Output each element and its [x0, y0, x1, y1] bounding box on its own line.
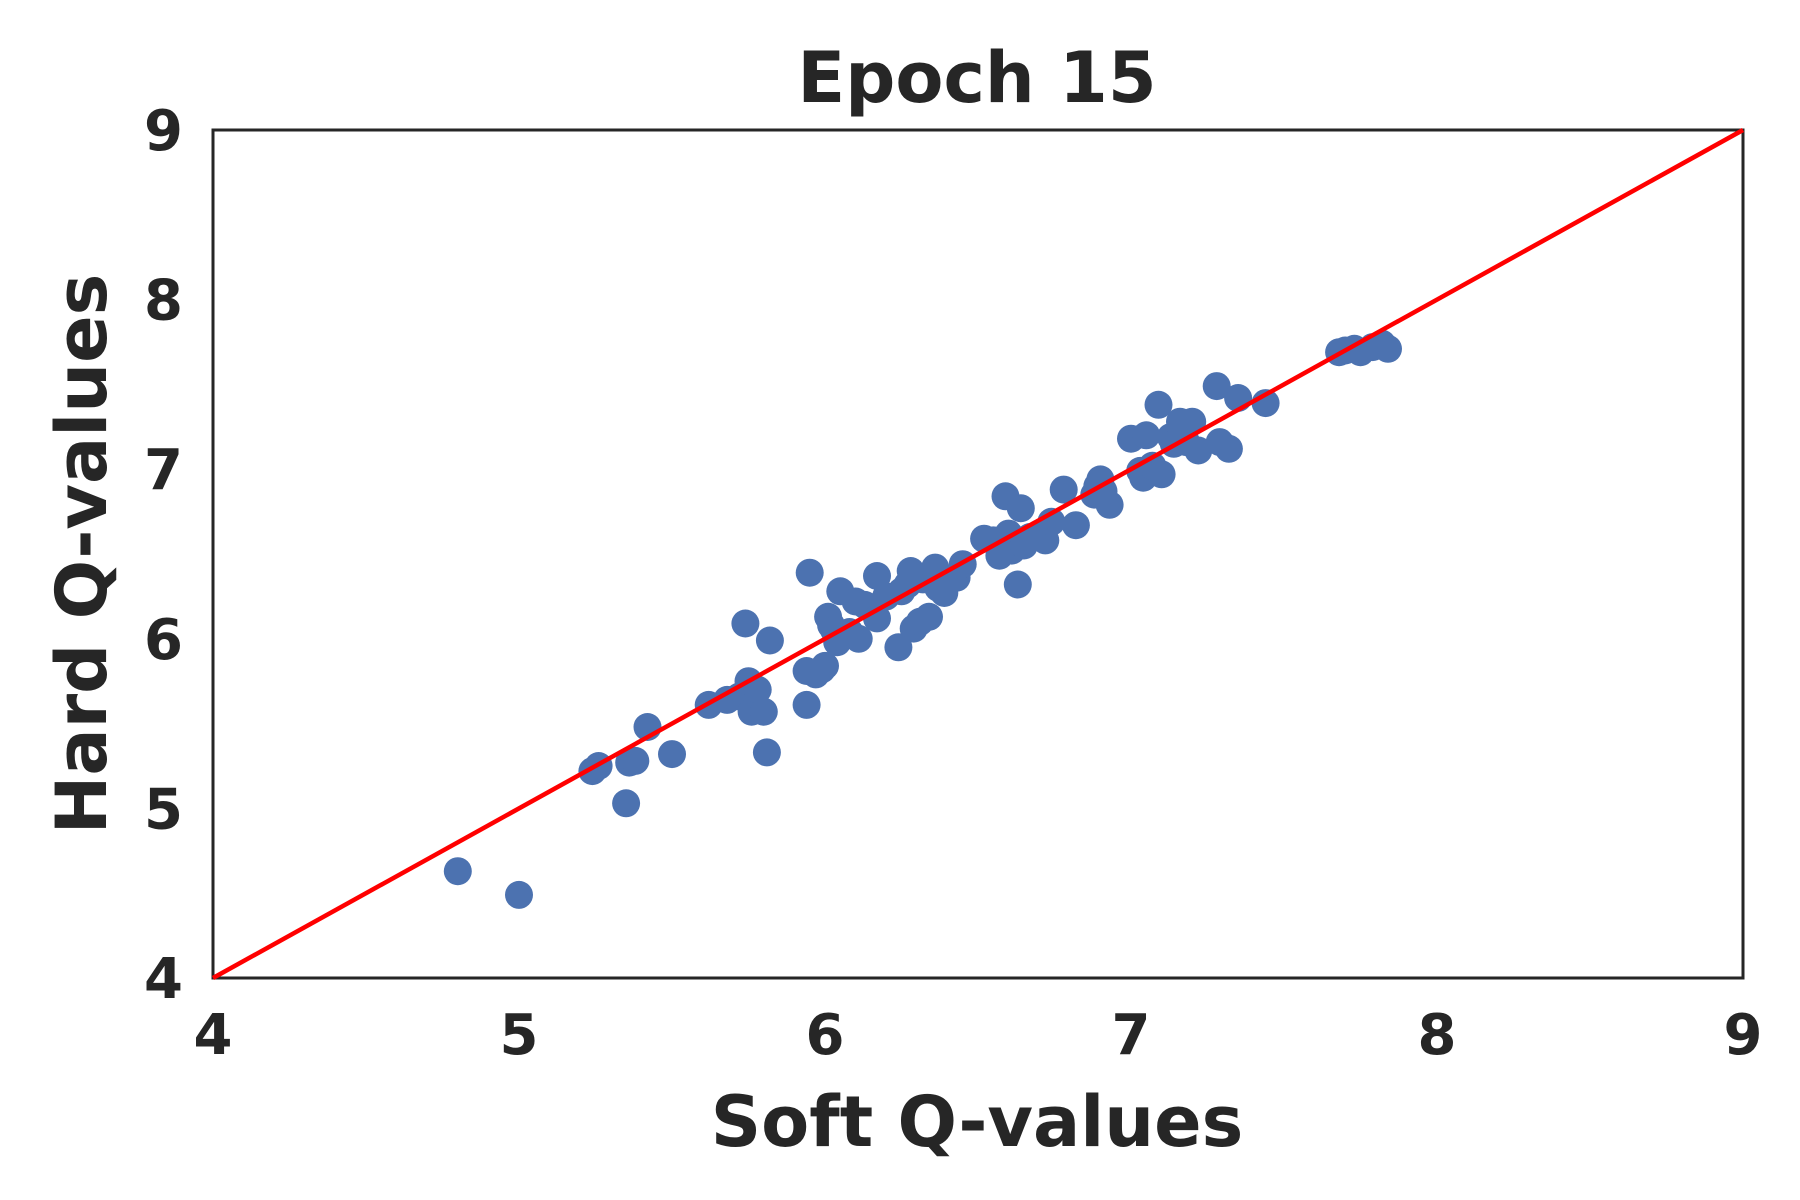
x-tick-label: 5: [500, 1003, 539, 1068]
x-tick-label: 9: [1724, 1003, 1763, 1068]
x-tick-label: 8: [1418, 1003, 1457, 1068]
y-tick-label: 5: [144, 777, 183, 842]
y-tick-label: 6: [144, 608, 183, 673]
data-point-15: [743, 675, 772, 704]
reference-line: [211, 128, 1745, 980]
y-tick-label: 8: [144, 269, 183, 334]
data-point-84: [1184, 436, 1213, 465]
x-tick-label: 7: [1112, 1003, 1151, 1068]
data-point-59: [1006, 494, 1035, 523]
y-tick-label: 4: [144, 947, 183, 1012]
x-axis-ticks: 4 5 6 7 8 9: [194, 1003, 1763, 1068]
data-point-21: [795, 558, 824, 587]
x-tick-label: 4: [194, 1003, 233, 1068]
data-point-32: [844, 624, 873, 653]
data-point-24: [811, 651, 839, 680]
data-point-38: [884, 633, 913, 662]
data-point-4: [612, 789, 641, 818]
data-point-0: [443, 857, 472, 886]
data-point-66: [1061, 511, 1090, 540]
data-point-16: [749, 697, 778, 726]
data-point-58: [1003, 570, 1032, 599]
y-tick-label: 9: [144, 99, 183, 164]
data-point-65: [1049, 475, 1078, 504]
x-tick-label: 6: [806, 1003, 845, 1068]
data-point-83: [1178, 407, 1207, 436]
y-tick-label: 7: [144, 438, 183, 503]
data-point-8: [658, 740, 686, 769]
data-point-87: [1214, 434, 1243, 463]
data-point-75: [1132, 421, 1161, 450]
data-point-12: [731, 609, 760, 638]
data-point-78: [1147, 460, 1176, 489]
data-point-6: [621, 746, 650, 775]
data-point-18: [755, 626, 784, 655]
data-point-19: [792, 690, 821, 719]
chart-title: Epoch 15: [797, 37, 1156, 119]
data-point-17: [752, 738, 781, 767]
y-axis-ticks: 4 5 6 7 8 9: [144, 99, 183, 1012]
data-point-85: [1202, 372, 1231, 401]
data-point-96: [1374, 334, 1402, 363]
data-point-45: [915, 602, 943, 631]
y-axis-label: Hard Q-values: [41, 274, 123, 835]
x-axis-label: Soft Q-values: [711, 1081, 1244, 1163]
data-point-1: [505, 880, 533, 909]
data-point-77: [1144, 390, 1173, 419]
data-point-71: [1095, 490, 1124, 519]
